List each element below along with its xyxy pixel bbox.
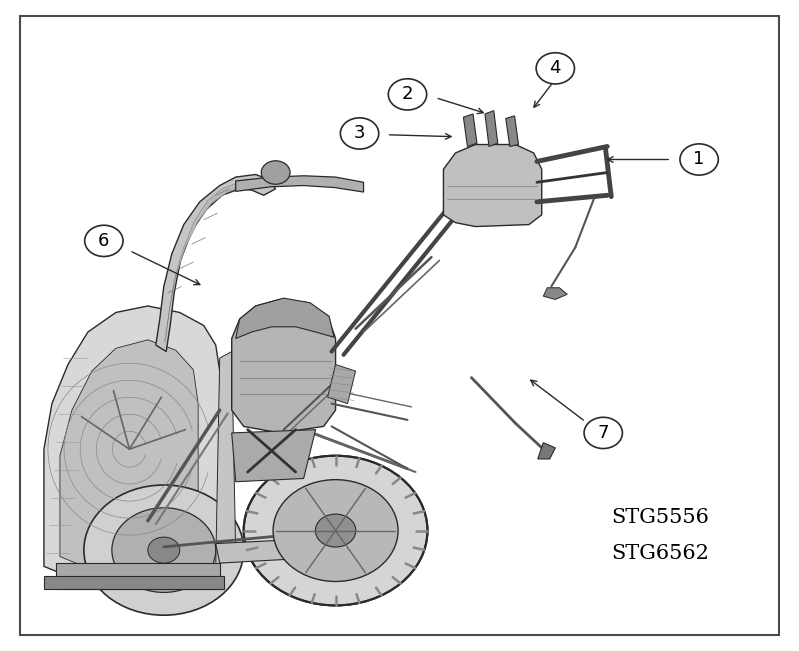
- Polygon shape: [56, 563, 220, 589]
- Circle shape: [680, 144, 718, 175]
- Polygon shape: [543, 288, 567, 299]
- Polygon shape: [232, 430, 316, 482]
- Circle shape: [536, 53, 574, 84]
- Polygon shape: [443, 145, 542, 227]
- Text: 7: 7: [598, 424, 609, 442]
- Text: STG5556: STG5556: [611, 508, 709, 527]
- Circle shape: [261, 161, 290, 184]
- Polygon shape: [236, 298, 334, 339]
- Polygon shape: [232, 299, 336, 433]
- Circle shape: [148, 537, 180, 563]
- Polygon shape: [328, 365, 356, 404]
- Circle shape: [84, 485, 244, 615]
- Circle shape: [112, 508, 216, 592]
- Text: STG6562: STG6562: [611, 544, 709, 563]
- Text: 4: 4: [550, 59, 561, 77]
- Circle shape: [273, 480, 398, 581]
- Circle shape: [85, 225, 123, 256]
- Polygon shape: [216, 537, 344, 563]
- Polygon shape: [538, 443, 555, 459]
- Polygon shape: [156, 174, 276, 352]
- Circle shape: [584, 417, 622, 449]
- Polygon shape: [236, 176, 364, 192]
- Circle shape: [316, 514, 356, 547]
- Polygon shape: [485, 111, 498, 146]
- Circle shape: [244, 456, 427, 605]
- Text: 6: 6: [98, 232, 109, 250]
- Polygon shape: [216, 352, 236, 566]
- Circle shape: [340, 118, 379, 149]
- Text: 1: 1: [694, 150, 705, 169]
- Polygon shape: [463, 114, 477, 146]
- Polygon shape: [44, 576, 224, 589]
- Text: 2: 2: [402, 85, 413, 104]
- Circle shape: [388, 79, 427, 110]
- Polygon shape: [44, 306, 220, 589]
- Polygon shape: [165, 184, 241, 342]
- Polygon shape: [60, 340, 198, 578]
- Text: 3: 3: [354, 124, 365, 143]
- Polygon shape: [506, 116, 519, 146]
